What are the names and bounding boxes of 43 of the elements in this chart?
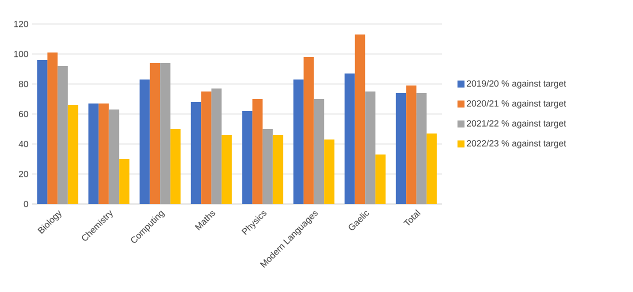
- bar: [344, 74, 355, 204]
- bar: [47, 52, 58, 204]
- legend-label: 2021/22 % against target: [466, 120, 566, 128]
- legend-label: 2020/21 % against target: [466, 100, 566, 108]
- bar: [324, 140, 334, 204]
- bar: [304, 57, 314, 204]
- bar: [314, 99, 324, 204]
- bar: [88, 104, 99, 204]
- bar: [416, 93, 427, 204]
- bar: [242, 111, 252, 204]
- y-tick-label: 40: [18, 140, 28, 148]
- y-tick-label: 80: [18, 80, 28, 88]
- y-tick-label: 0: [24, 200, 28, 208]
- bar: [140, 80, 150, 204]
- bar: [211, 88, 222, 204]
- bar: [37, 60, 48, 204]
- bar: [160, 63, 170, 204]
- bar: [108, 110, 120, 204]
- bar: [272, 135, 284, 204]
- bar: [262, 129, 273, 204]
- y-tick-label: 60: [18, 110, 28, 118]
- bar: [365, 92, 376, 204]
- bar: [58, 66, 68, 204]
- y-tick-label: 20: [18, 170, 28, 178]
- bar: [119, 159, 130, 204]
- bar: [170, 129, 181, 204]
- bar: [98, 104, 109, 204]
- bar: [190, 102, 202, 204]
- legend-label: 2022/23 % against target: [466, 140, 566, 148]
- bar: [150, 63, 160, 204]
- bar: [375, 154, 386, 204]
- bar: [396, 93, 406, 204]
- bar: [68, 105, 78, 204]
- y-tick-label: 100: [14, 50, 28, 58]
- bar: [222, 135, 232, 204]
- bar: [201, 92, 212, 204]
- y-tick-label: 120: [14, 20, 28, 28]
- bar: [354, 34, 366, 204]
- bar: [426, 134, 437, 204]
- bar: [293, 80, 304, 204]
- bar: [406, 86, 416, 204]
- legend-label: 2019/20 % against target: [466, 80, 566, 88]
- bar: [252, 99, 263, 204]
